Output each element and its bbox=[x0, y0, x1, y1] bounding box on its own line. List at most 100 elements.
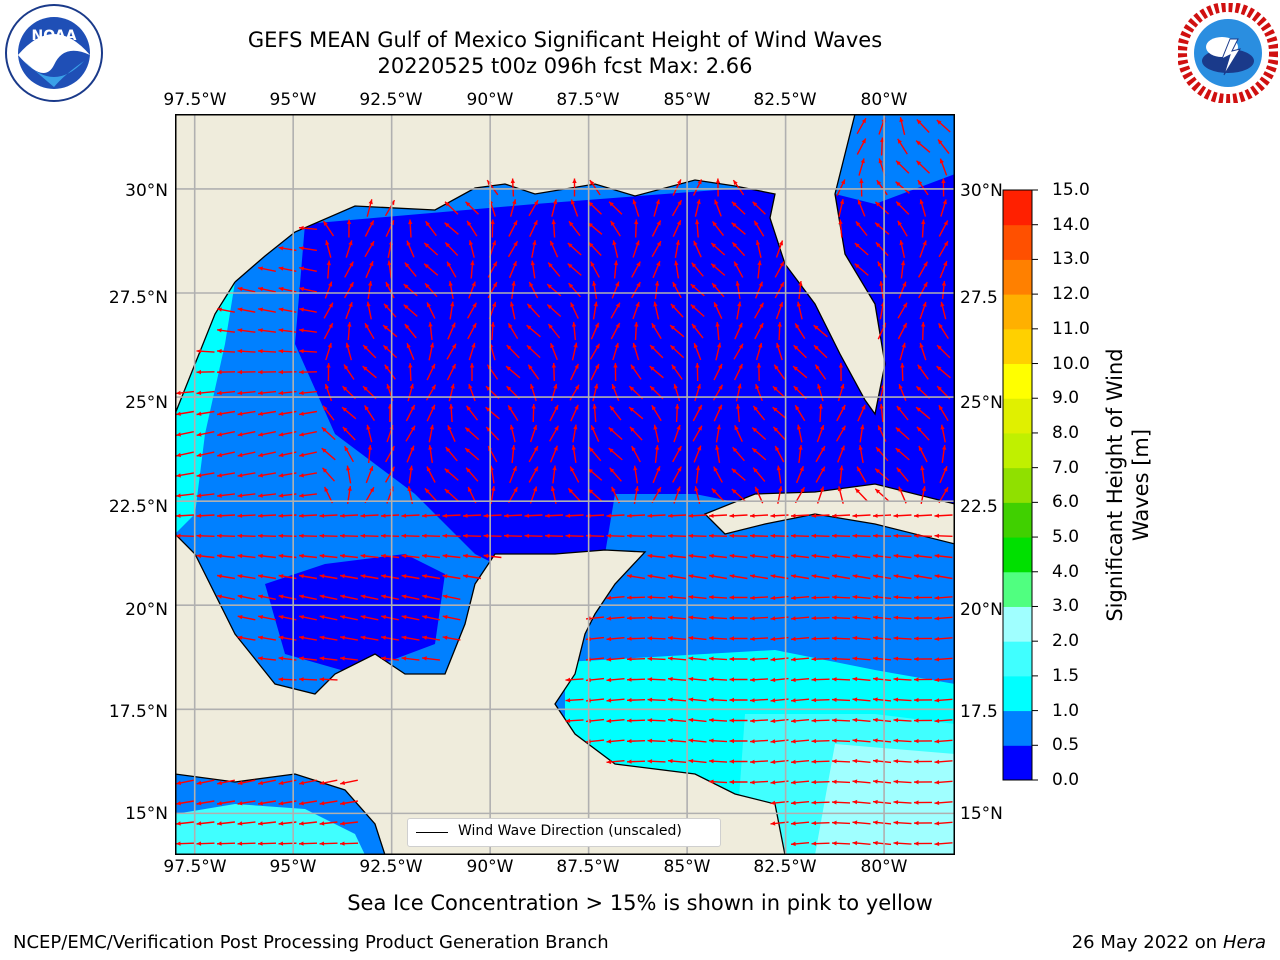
wave-direction-arrowhead bbox=[366, 301, 371, 307]
wave-direction-arrowhead bbox=[770, 698, 776, 703]
wave-direction-arrowhead bbox=[511, 445, 516, 450]
wave-direction-arrowhead bbox=[857, 466, 862, 472]
wave-direction-arrowhead bbox=[647, 595, 653, 600]
wave-direction-arrowhead bbox=[349, 261, 354, 267]
wave-direction-arrowhead bbox=[873, 799, 878, 805]
coastline-mexico bbox=[175, 281, 786, 855]
wave-direction-arrowhead bbox=[368, 199, 373, 205]
wave-direction-arrowhead bbox=[799, 466, 804, 472]
wave-direction-arrowhead bbox=[893, 779, 899, 784]
wave-direction-arrowhead bbox=[695, 363, 700, 368]
wave-direction-arrowhead bbox=[649, 366, 655, 371]
wave-direction-arrowhead bbox=[936, 120, 942, 125]
wave-direction-arrowhead bbox=[668, 574, 673, 579]
wave-direction-arrowhead bbox=[611, 384, 616, 390]
wave-direction-arrowhead bbox=[873, 594, 878, 600]
wave-direction-arrowhead bbox=[615, 302, 620, 308]
wave-direction-arrowhead bbox=[859, 178, 864, 184]
wave-direction-arrowhead bbox=[914, 841, 919, 846]
wave-direction-arrowhead bbox=[893, 697, 899, 702]
lon-tick-bottom: 85°W bbox=[663, 857, 711, 877]
wave-direction-arrowhead bbox=[424, 488, 430, 494]
wave-direction-arrowhead bbox=[594, 322, 599, 328]
wave-direction-arrowhead bbox=[629, 407, 634, 412]
wave-direction-arrowhead bbox=[508, 323, 513, 329]
wave-direction-arrowhead bbox=[323, 405, 328, 411]
wave-direction-arrowhead bbox=[369, 466, 374, 472]
wave-direction-arrowhead bbox=[731, 468, 737, 474]
wave-direction-arrowhead bbox=[820, 466, 825, 472]
wave-direction-arrowhead bbox=[545, 533, 550, 538]
wave-direction-arrowhead bbox=[729, 738, 734, 744]
wave-direction-arrowhead bbox=[734, 425, 739, 431]
wave-direction-arrowhead bbox=[463, 513, 468, 518]
wave-direction-arrowhead bbox=[340, 656, 345, 661]
wave-direction-arrowhead bbox=[278, 307, 284, 312]
wave-direction-arrowhead bbox=[896, 406, 902, 411]
footer-credit: NCEP/EMC/Verification Post Processing Pr… bbox=[13, 932, 609, 953]
colorbar-segment bbox=[1003, 224, 1032, 260]
lat-tick-right: 22.5 bbox=[960, 497, 998, 517]
wave-direction-arrowhead bbox=[796, 301, 802, 307]
wave-direction-arrowhead bbox=[775, 446, 780, 451]
wave-direction-arrowhead bbox=[770, 616, 776, 621]
wave-direction-arrowhead bbox=[795, 323, 800, 329]
wave-direction-arrowhead bbox=[237, 369, 242, 375]
wave-direction-arrowhead bbox=[342, 427, 348, 432]
wave-direction-arrowhead bbox=[593, 383, 599, 389]
wave-direction-arrowhead bbox=[325, 240, 330, 246]
wave-direction-arrowhead bbox=[299, 286, 305, 292]
wave-direction-arrowhead bbox=[360, 513, 366, 518]
wave-direction-arrowhead bbox=[861, 138, 866, 144]
wave-direction-arrowhead bbox=[629, 426, 635, 432]
wave-direction-arrowhead bbox=[196, 821, 202, 826]
wave-direction-arrowhead bbox=[893, 841, 899, 846]
wave-direction-arrowhead bbox=[483, 533, 489, 538]
wave-direction-arrowhead bbox=[571, 322, 577, 327]
wave-direction-arrowhead bbox=[588, 242, 594, 248]
wave-direction-arrowhead bbox=[401, 635, 407, 640]
wave-direction-arrowhead bbox=[573, 424, 578, 430]
wave-direction-arrowhead bbox=[574, 404, 579, 410]
wave-direction-arrowhead bbox=[840, 445, 845, 451]
wave-direction-arrowhead bbox=[431, 363, 435, 369]
wave-direction-arrowhead bbox=[934, 698, 940, 703]
wave-direction-arrowhead bbox=[527, 303, 533, 309]
wave-direction-arrowhead bbox=[939, 158, 944, 164]
wave-direction-arrowhead bbox=[937, 345, 942, 350]
lon-tick-top: 82.5°W bbox=[753, 90, 817, 110]
wave-direction-arrowhead bbox=[832, 677, 837, 682]
wave-direction-arrowhead bbox=[258, 533, 263, 538]
wave-direction-arrowhead bbox=[896, 160, 901, 166]
wave-direction-arrowhead bbox=[896, 201, 901, 207]
wave-direction-arrowhead bbox=[832, 656, 837, 661]
wave-direction-arrowhead bbox=[938, 139, 943, 145]
wave-direction-arrowhead bbox=[631, 446, 636, 452]
wave-direction-arrowhead bbox=[876, 447, 881, 453]
wave-direction-arrowhead bbox=[734, 261, 739, 267]
wave-direction-arrowhead bbox=[791, 739, 796, 744]
wave-direction-arrowhead bbox=[914, 636, 919, 641]
wave-direction-arrowhead bbox=[422, 635, 427, 640]
wave-direction-arrowhead bbox=[319, 677, 325, 682]
lon-tick-top: 87.5°W bbox=[556, 90, 620, 110]
lat-tick-right: 20°N bbox=[960, 600, 1003, 620]
wave-direction-arrowhead bbox=[319, 574, 325, 579]
wave-direction-arrowhead bbox=[589, 180, 595, 185]
wave-direction-arrowhead bbox=[934, 821, 940, 826]
wave-direction-arrowhead bbox=[258, 452, 263, 458]
wave-direction-arrowhead bbox=[217, 369, 222, 375]
wave-direction-arrowhead bbox=[811, 616, 817, 621]
lat-tick-right: 30°N bbox=[960, 181, 1003, 201]
colorbar-segment bbox=[1003, 710, 1032, 746]
wave-direction-arrowhead bbox=[712, 221, 717, 227]
wave-direction-arrowhead bbox=[855, 221, 861, 227]
wave-direction-arrowhead bbox=[360, 594, 366, 599]
wave-direction-arrowhead bbox=[688, 553, 694, 559]
wave-direction-arrowhead bbox=[940, 301, 945, 307]
wave-direction-arrowhead bbox=[729, 718, 734, 723]
wave-direction-arrowhead bbox=[750, 636, 755, 641]
wave-direction-arrowhead bbox=[463, 553, 468, 559]
wave-direction-arrowhead bbox=[553, 383, 558, 389]
wave-direction-arrowhead bbox=[919, 342, 924, 348]
